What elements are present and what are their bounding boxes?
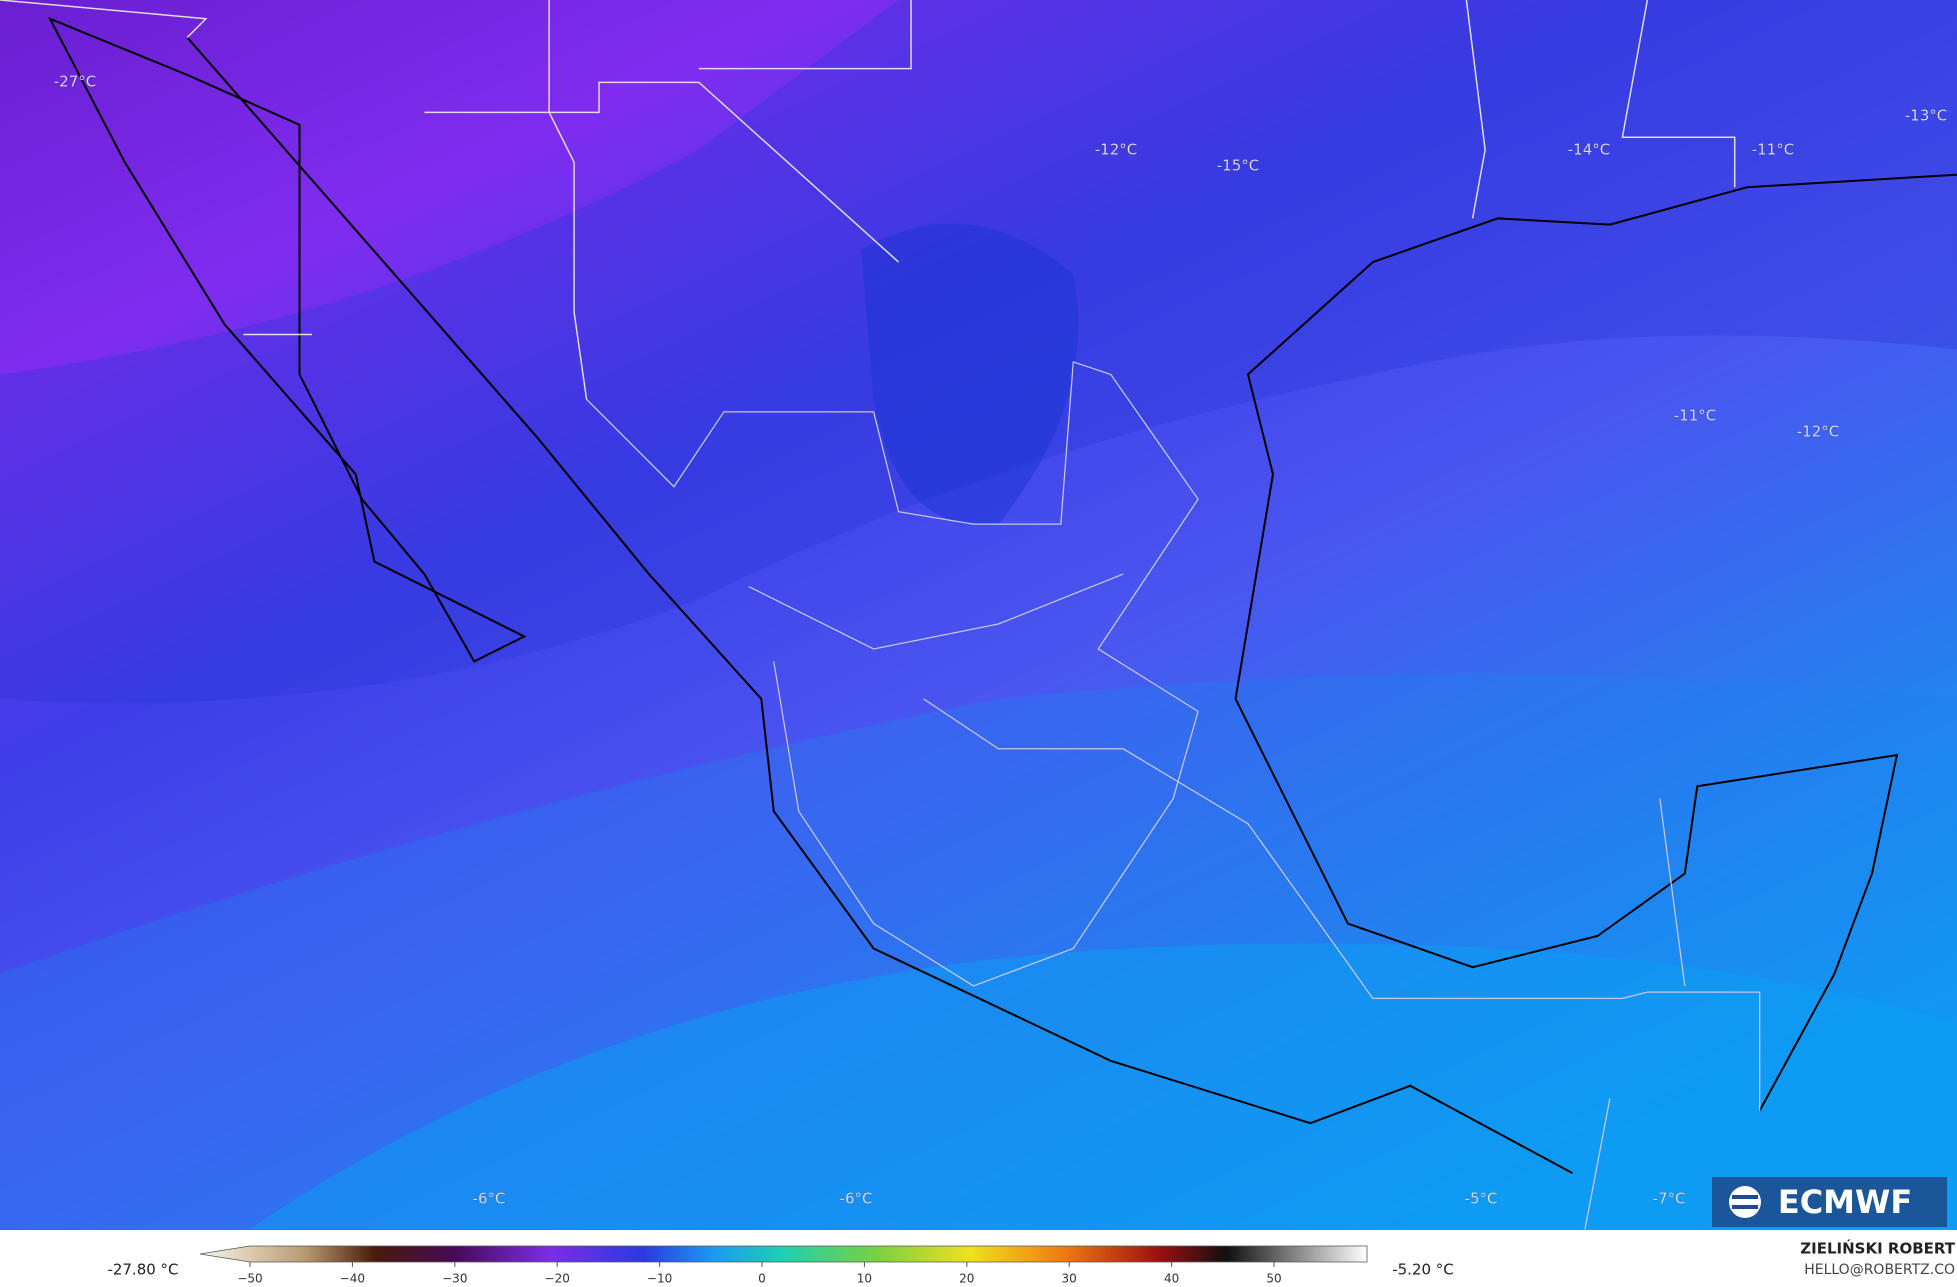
contour-label: -7°C (1653, 1190, 1686, 1208)
contour-label: -12°C (1797, 423, 1839, 441)
geography (0, 0, 1957, 1230)
contour-label: -11°C (1674, 407, 1716, 425)
colorbar-tick-label: 50 (1266, 1272, 1281, 1286)
contour-label: -14°C (1568, 141, 1610, 159)
logo-icon (1729, 1186, 1761, 1218)
logo-text: ECMWF (1778, 1183, 1912, 1221)
border (0, 0, 1736, 400)
colorbar-ticks: −50 −40 −30 −20 −10 0 10 20 30 40 50 (237, 1262, 1282, 1286)
colorbar-tick-label: −50 (237, 1272, 262, 1286)
author: ZIELIŃSKI ROBERT (1800, 1239, 1955, 1258)
colorbar-tick-label: −10 (647, 1272, 672, 1286)
colorbar-tick-label: 0 (758, 1272, 766, 1286)
border (586, 361, 1761, 1230)
contour-label: -11°C (1752, 141, 1794, 159)
coastline (186, 36, 1573, 1174)
colorbar-tick-label: 40 (1164, 1272, 1179, 1286)
logo-icon-lines (1732, 1195, 1758, 1209)
contour-label: -6°C (473, 1190, 506, 1208)
coastline (47, 16, 527, 663)
colorbar-tick-label: 10 (857, 1272, 872, 1286)
coastline (1234, 173, 1957, 1112)
contour-label: -5°C (1465, 1190, 1498, 1208)
contour-label: -15°C (1217, 157, 1259, 175)
colorbar-tick-label: −30 (442, 1272, 467, 1286)
contour-label: -27°C (54, 73, 96, 91)
contour-label: -12°C (1095, 141, 1137, 159)
colorbar-tick-label: −40 (340, 1272, 365, 1286)
min-label: -27.80 °C (107, 1261, 178, 1279)
max-label: -5.20 °C (1392, 1261, 1454, 1279)
contour-band (249, 943, 1957, 1230)
contour-label: -6°C (840, 1190, 873, 1208)
contact: HELLO@ROBERTZ.CO (1804, 1262, 1955, 1278)
contour-labels: -27°C -12°C -15°C -14°C -11°C -13°C -11°C -12°C… (54, 72, 1948, 1208)
colorbar-tick-label: 30 (1062, 1272, 1077, 1286)
colorbar (199, 1245, 1368, 1263)
colorbar-tick-label: 20 (959, 1272, 974, 1286)
colorbar-tick-label: −20 (545, 1272, 570, 1286)
contour-label: -13°C (1905, 107, 1947, 125)
contour-band (0, 0, 1957, 704)
contour-band (861, 223, 1079, 526)
